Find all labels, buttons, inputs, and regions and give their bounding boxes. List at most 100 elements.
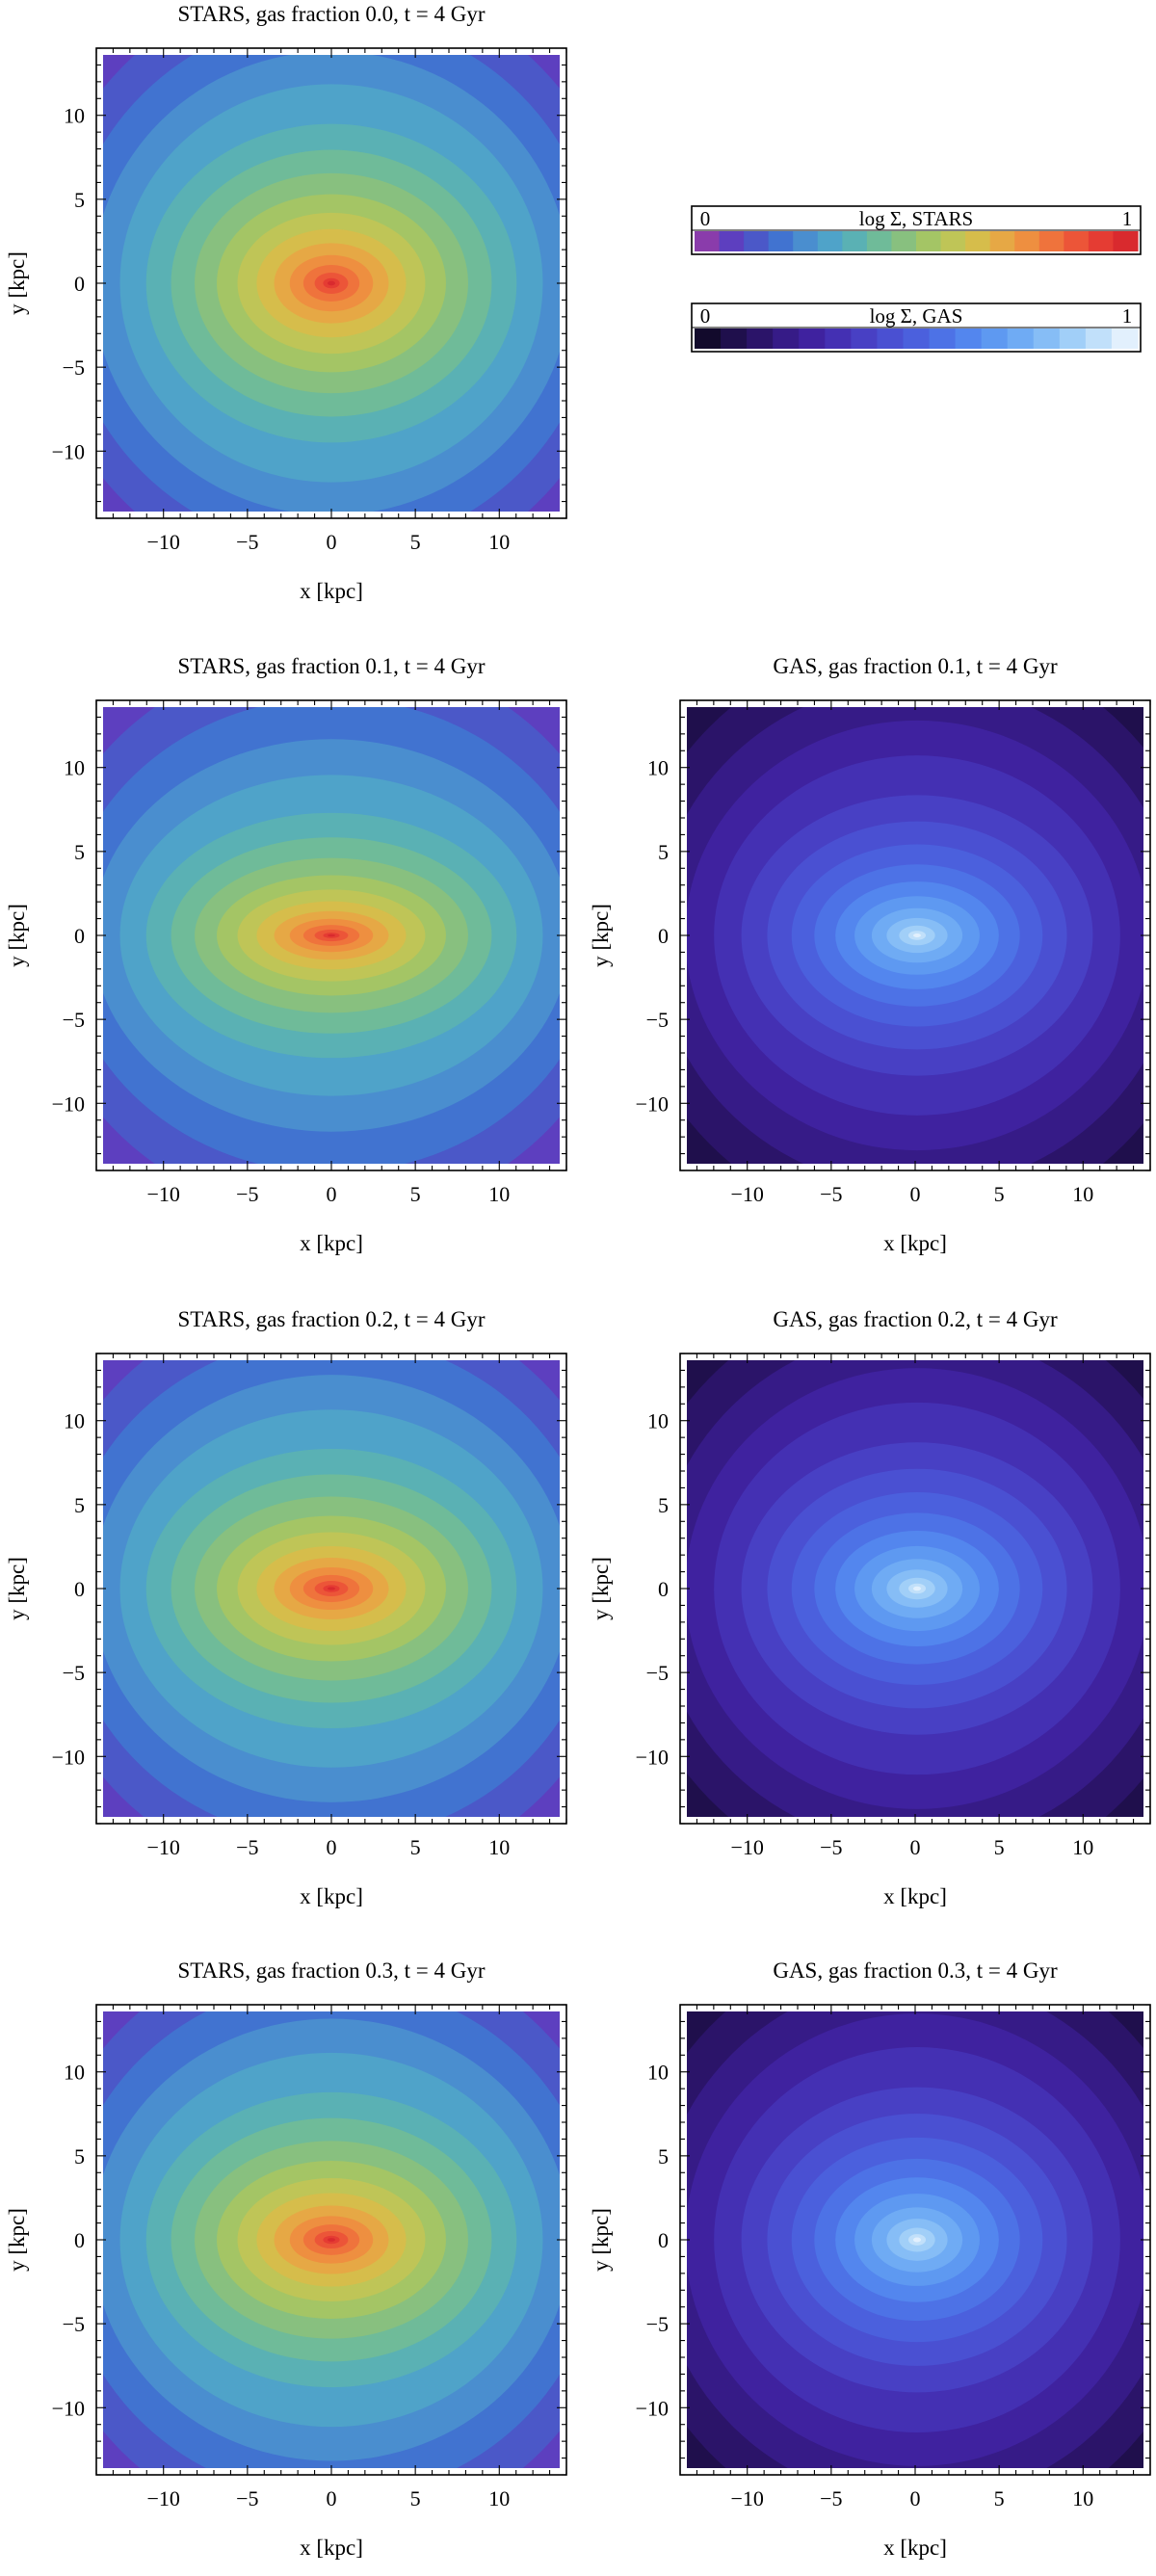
ticks [95,47,567,519]
x-axis-label: x [kpc] [883,2536,947,2560]
panel-title: GAS, gas fraction 0.3, t = 4 Gyr [773,1958,1058,1983]
panel-title: GAS, gas fraction 0.2, t = 4 Gyr [773,1307,1058,1331]
y-tick-label: −10 [52,439,85,463]
x-tick-label: 10 [1072,2486,1093,2510]
y-tick-label: 5 [74,840,85,864]
colorbar-max: 1 [1122,207,1133,230]
x-tick-label: 5 [994,2486,1005,2510]
x-tick-label: 5 [994,1835,1005,1859]
colorbar-swatch [1085,329,1113,349]
colorbar-swatch [747,329,774,349]
density-level-16 [913,933,921,937]
density-level-17 [328,2238,335,2242]
ticks [679,2004,1151,2476]
x-tick-label: 5 [994,1182,1005,1206]
y-tick-label: 5 [658,840,669,864]
colorbar-max: 1 [1122,304,1133,328]
y-tick-label: −10 [636,1745,669,1769]
colorbar-label: log Σ, GAS [870,304,963,328]
y-tick-label: 0 [658,924,669,948]
y-tick-label: 5 [74,1493,85,1517]
colorbar-swatch [1014,231,1040,251]
y-axis-label: y [kpc] [5,2208,29,2272]
y-tick-label: 5 [658,2144,669,2169]
panel-stars-0: −10 −5 0 5 10 10 5 0 −5 −10 STARS, gas fraction 0.… [5,2,567,603]
colorbar-swatch [866,231,893,251]
y-tick-label: 0 [74,924,85,948]
x-tick-label: 0 [327,1835,337,1859]
colorbar-gas: 0 log Σ, GAS 1 [691,302,1142,353]
colorbar-swatch [877,329,905,349]
x-tick-label: −5 [236,1182,258,1206]
y-tick-label: −10 [52,1745,85,1769]
colorbar-swatch [989,231,1015,251]
ticks [95,1353,567,1825]
y-tick-label: −5 [63,2312,85,2336]
x-axis-label: x [kpc] [300,2536,363,2560]
x-tick-label: −10 [731,1182,764,1206]
density-level-16 [913,1586,921,1591]
colorbar-swatch [1038,231,1064,251]
density-map [103,1360,560,1817]
density-level-17 [328,280,335,286]
colorbar-swatch [744,231,770,251]
colorbar-stars: 0 log Σ, STARS 1 [691,205,1142,255]
x-tick-label: −5 [236,2486,258,2510]
panel-gas-4: −10 −5 0 5 10 10 5 0 −5 −10 GAS, gas fraction 0.2,… [589,1307,1151,1908]
density-level-17 [328,1587,335,1590]
x-tick-label: 5 [410,1182,421,1206]
y-tick-label: 10 [647,1409,669,1433]
y-tick-label: 5 [74,2144,85,2169]
colorbar-swatch [965,231,991,251]
density-level-17 [328,933,335,937]
ticks [95,2004,567,2476]
density-map [687,1360,1143,1817]
y-axis-label: y [kpc] [589,904,613,967]
y-tick-label: −10 [636,1091,669,1116]
colorbar-swatch [1113,231,1139,251]
panel-stars-1: −10 −5 0 5 10 10 5 0 −5 −10 STARS, gas fraction 0.… [5,654,567,1255]
colorbar-swatch [721,329,748,349]
y-tick-label: 10 [64,756,85,780]
colorbar-swatch [842,231,868,251]
y-tick-label: −5 [646,1008,669,1032]
colorbar-swatch [929,329,957,349]
colorbar-swatch [825,329,852,349]
density-map [103,55,560,512]
ticks [679,1353,1151,1825]
colorbar-label: log Σ, STARS [859,207,973,230]
panel-gas-2: −10 −5 0 5 10 10 5 0 −5 −10 GAS, gas fraction 0.1,… [589,654,1151,1255]
y-tick-label: −5 [63,355,85,380]
x-axis-label: x [kpc] [883,1231,947,1255]
density-map [687,707,1143,1164]
colorbar-swatch [1064,231,1090,251]
x-tick-label: −5 [236,1835,258,1859]
x-tick-label: 0 [327,2486,337,2510]
x-tick-label: 0 [910,1182,921,1206]
colorbar-swatch [940,231,966,251]
y-tick-label: −5 [646,2312,669,2336]
colorbar-min: 0 [700,207,711,230]
y-tick-label: −10 [52,2396,85,2420]
colorbar-swatch [817,231,843,251]
panel-title: STARS, gas fraction 0.2, t = 4 Gyr [177,1307,485,1331]
x-tick-label: 10 [488,530,510,554]
x-tick-label: 10 [488,2486,510,2510]
colorbar-swatch [719,231,745,251]
x-tick-label: 0 [910,2486,921,2510]
colorbar-swatch [981,329,1009,349]
y-tick-label: −10 [636,2396,669,2420]
y-axis-label: y [kpc] [5,251,29,315]
x-tick-label: −10 [147,530,180,554]
colorbar-swatch [903,329,931,349]
y-tick-label: 5 [74,188,85,212]
y-tick-label: 10 [64,2061,85,2085]
x-tick-label: 5 [410,1835,421,1859]
colorbar-swatch [891,231,917,251]
ticks [95,699,567,1171]
colorbar-swatch [1111,329,1139,349]
x-tick-label: 5 [410,2486,421,2510]
panel-stars-3: −10 −5 0 5 10 10 5 0 −5 −10 STARS, gas fraction 0.… [5,1307,567,1908]
y-tick-label: −10 [52,1091,85,1116]
